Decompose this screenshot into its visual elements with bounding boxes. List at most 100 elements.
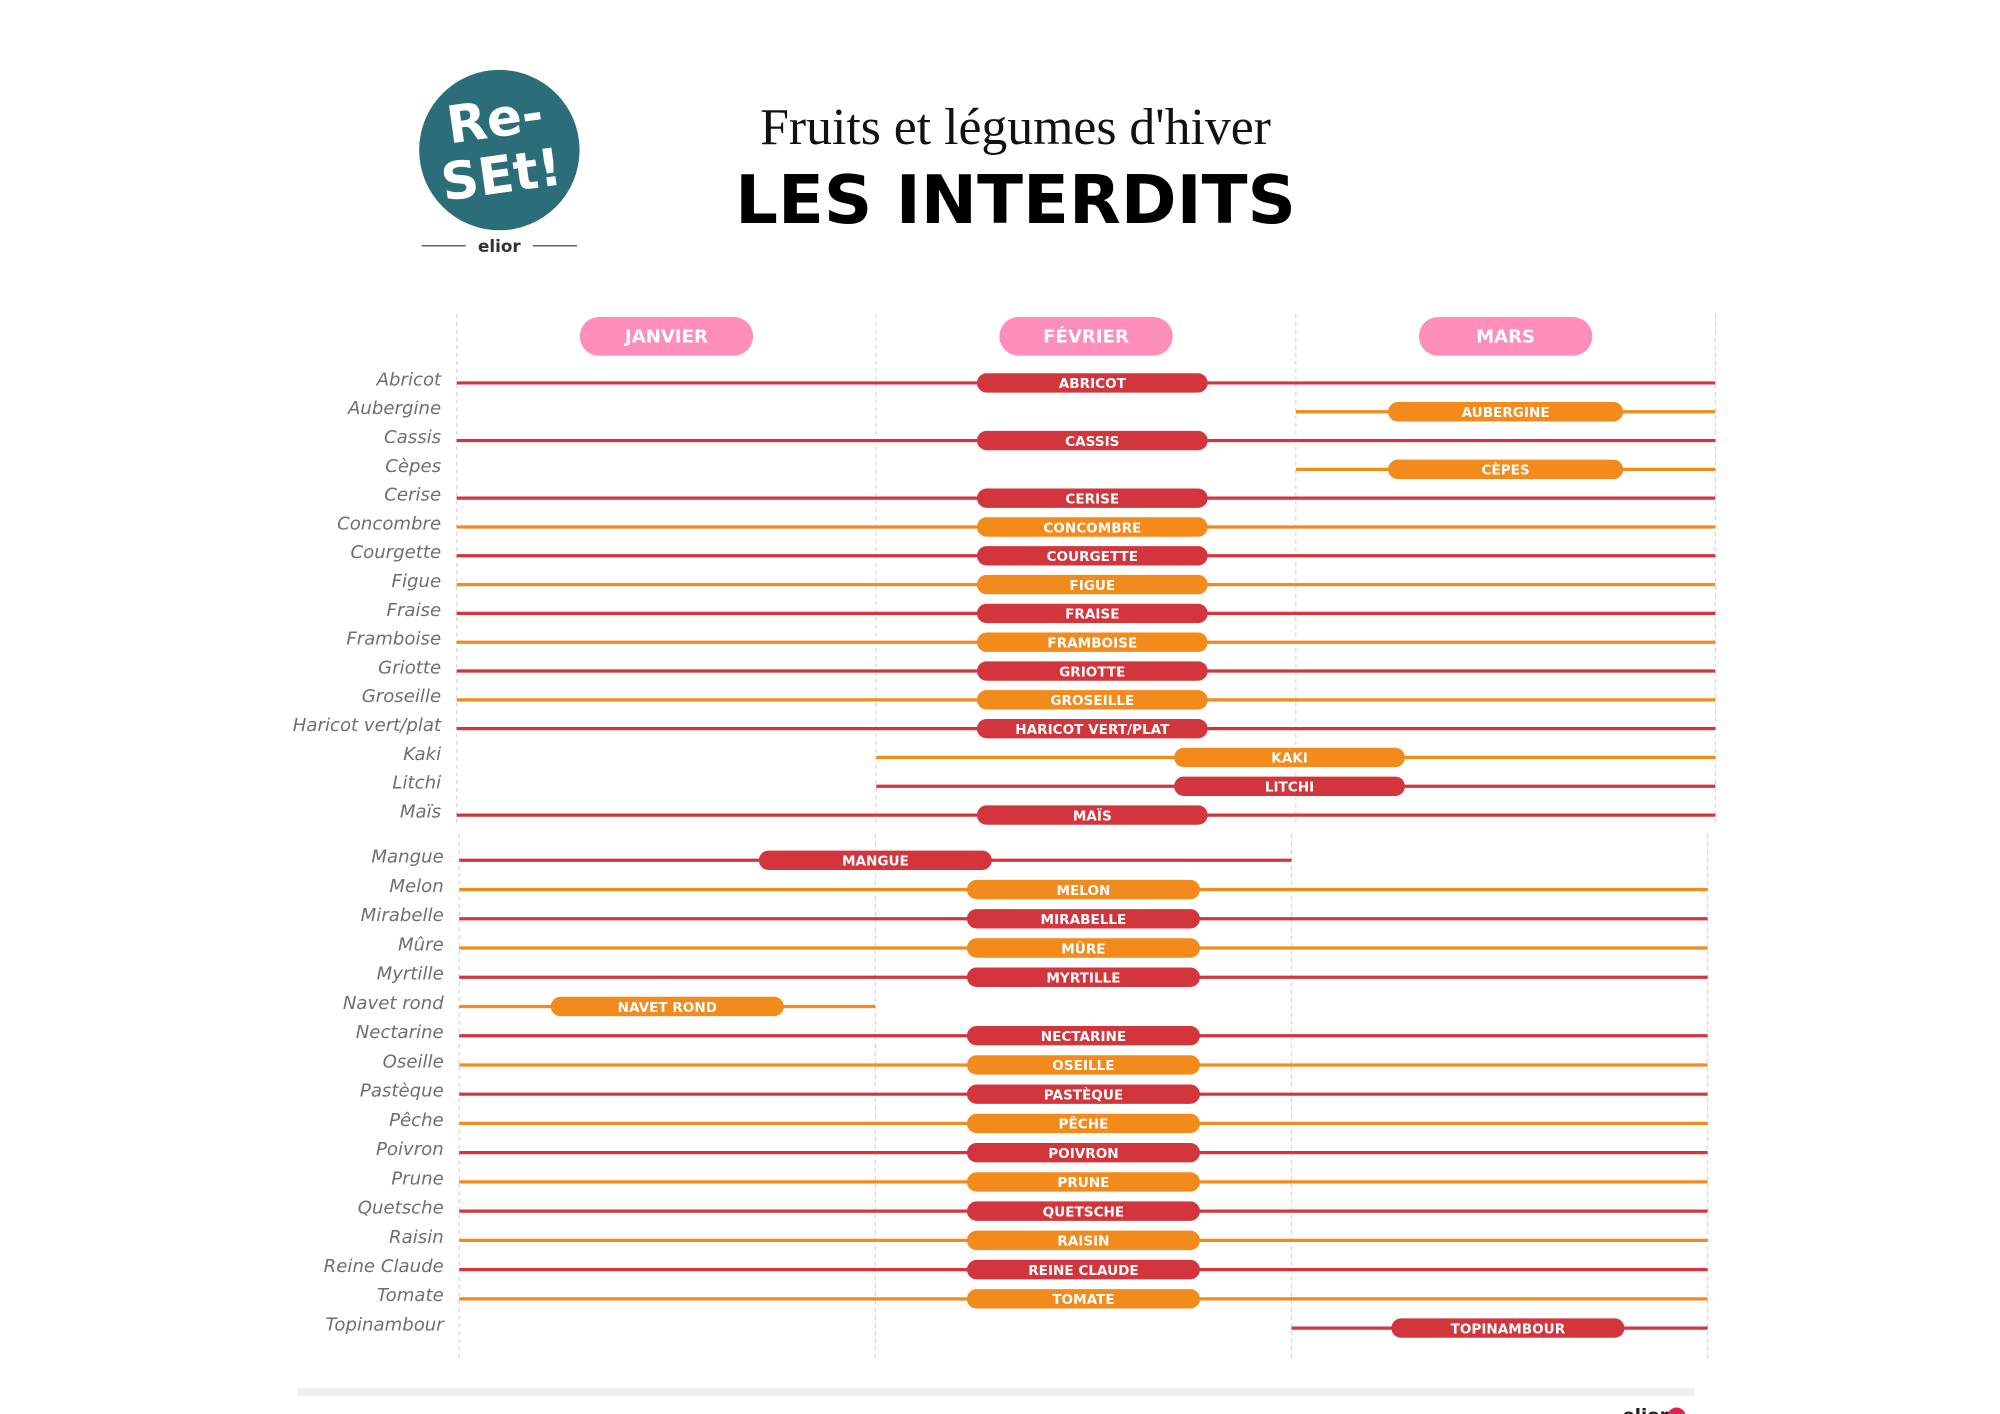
footer-rule <box>297 1388 1695 1396</box>
row-name: Concombre <box>337 513 441 534</box>
pill-label: MÛRE <box>1061 939 1105 957</box>
pill-label: CASSIS <box>1065 434 1119 450</box>
row-name: Cassis <box>384 427 442 448</box>
pill-label: CÈPES <box>1481 462 1529 479</box>
row-name: Groseille <box>362 686 441 707</box>
row-name: Myrtille <box>377 964 444 985</box>
row-name: Prune <box>391 1168 443 1189</box>
period-pill <box>976 603 1208 624</box>
pill-label: MAÏS <box>1073 807 1112 824</box>
row-name: Melon <box>389 876 443 897</box>
row-name: Courgette <box>350 542 441 563</box>
pill-label: PRUNE <box>1057 1175 1109 1191</box>
row-name: Quetsche <box>358 1198 444 1219</box>
period-pill <box>966 879 1200 900</box>
row-name: Litchi <box>392 773 441 794</box>
pill-label: ABRICOT <box>1059 376 1127 392</box>
period-pill <box>1174 747 1405 768</box>
pill-label: MANGUE <box>842 854 909 870</box>
plot: JANVIER FÉVRIER MARS Abricot ABRICOT Aubergin… <box>293 314 1717 1363</box>
period-pill <box>976 718 1208 739</box>
month-header <box>1418 316 1593 356</box>
row-name: Maïs <box>400 801 442 822</box>
pill-label: NAVET ROND <box>618 1000 717 1016</box>
period-pill <box>976 517 1208 537</box>
pill-label: HARICOT VERT/PLAT <box>1015 722 1170 738</box>
month-label: MARS <box>1476 327 1535 348</box>
row-name: Topinambour <box>326 1314 446 1335</box>
pill-label: REINE CLAUDE <box>1028 1263 1138 1279</box>
period-pill <box>758 850 992 871</box>
row-name: Navet rond <box>343 993 444 1014</box>
row-name: Kaki <box>403 744 441 765</box>
row-name: Figue <box>392 571 442 592</box>
period-pill <box>966 1259 1200 1280</box>
pill-label: OSEILLE <box>1052 1058 1114 1074</box>
period-pill <box>976 632 1208 652</box>
row-name: Framboise <box>346 629 441 650</box>
period-pill <box>976 690 1208 710</box>
period-pill <box>976 488 1208 508</box>
pill-label: PASTÈQUE <box>1044 1086 1123 1103</box>
period-pill <box>976 373 1208 393</box>
period-pill <box>976 574 1208 595</box>
row-name: Pêche <box>389 1110 444 1131</box>
pill-label: PÊCHE <box>1059 1116 1109 1133</box>
row-name: Raisin <box>389 1227 444 1248</box>
pill-label: NECTARINE <box>1041 1029 1126 1045</box>
pill-label: FRAISE <box>1065 607 1119 623</box>
pill-label: CERISE <box>1065 491 1119 507</box>
period-pill <box>966 909 1200 929</box>
row-name: Mangue <box>371 847 443 868</box>
pill-label: FRAMBOISE <box>1047 636 1137 652</box>
footer-brand: elior <box>1622 1406 1668 1414</box>
period-pill <box>1388 459 1624 480</box>
row-name: Cerise <box>384 485 441 506</box>
row-name: Cèpes <box>385 456 441 477</box>
pill-label: COURGETTE <box>1047 549 1139 565</box>
row-name: Poivron <box>376 1139 444 1160</box>
period-pill <box>976 430 1208 451</box>
month-label: JANVIER <box>623 327 708 348</box>
pill-label: KAKI <box>1271 751 1308 767</box>
month-label: FÉVRIER <box>1043 326 1129 348</box>
month-header <box>999 316 1173 356</box>
row-name: Mûre <box>398 934 444 955</box>
row-name: Oseille <box>383 1051 444 1072</box>
row-name: Nectarine <box>356 1022 444 1043</box>
pill-label: MIRABELLE <box>1041 912 1127 928</box>
period-pill <box>966 1026 1200 1046</box>
row-name: Tomate <box>377 1285 444 1306</box>
logo-brand: elior <box>478 236 521 256</box>
pill-label: GROSEILLE <box>1050 693 1134 709</box>
logo-badge <box>419 69 580 231</box>
logo-text: Re- <box>443 84 547 157</box>
period-pill <box>966 1142 1200 1163</box>
period-pill <box>976 546 1208 566</box>
period-pill <box>550 996 784 1017</box>
pill-label: MYRTILLE <box>1046 971 1120 987</box>
row-name: Pastèque <box>360 1081 444 1102</box>
period-pill <box>966 938 1200 958</box>
pill-label: FIGUE <box>1069 578 1115 594</box>
pill-label: QUETSCHE <box>1043 1204 1125 1220</box>
period-pill <box>966 1172 1200 1192</box>
row-name: Reine Claude <box>324 1256 444 1277</box>
period-pill <box>976 805 1208 825</box>
footer-icon <box>1667 1407 1686 1414</box>
chart-title: Fruits et légumes d'hiver <box>760 99 1271 156</box>
period-pill <box>976 661 1208 681</box>
period-pill <box>966 1230 1200 1251</box>
logo: Re- SEt! elior <box>419 69 580 256</box>
period-pill <box>1391 1318 1625 1338</box>
pill-label: MELON <box>1057 883 1111 899</box>
pill-label: POIVRON <box>1048 1146 1118 1162</box>
period-pill <box>966 1084 1200 1104</box>
month-header <box>579 316 754 356</box>
pill-label: TOMATE <box>1052 1292 1114 1308</box>
period-pill <box>966 1113 1200 1134</box>
period-pill <box>966 967 1200 987</box>
pill-label: CONCOMBRE <box>1043 520 1141 536</box>
period-pill <box>1388 402 1624 422</box>
